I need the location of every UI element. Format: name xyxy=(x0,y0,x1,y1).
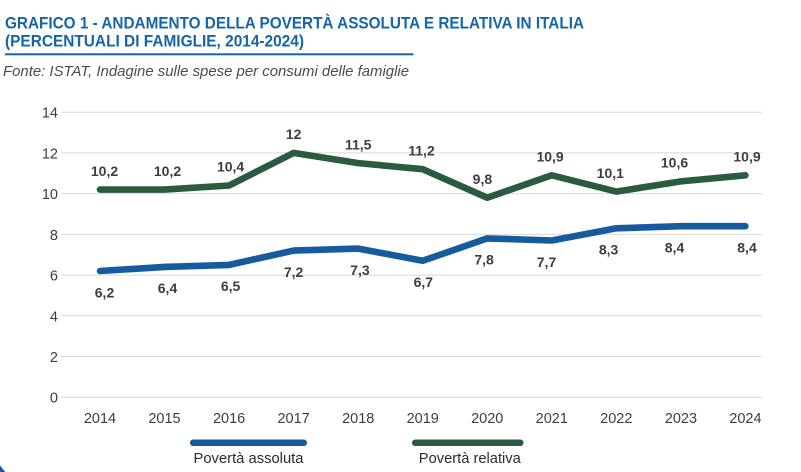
svg-text:9,8: 9,8 xyxy=(473,171,493,187)
svg-text:11,5: 11,5 xyxy=(345,136,372,152)
svg-text:Povertà assoluta: Povertà assoluta xyxy=(194,451,305,467)
svg-text:12: 12 xyxy=(42,146,58,162)
svg-text:14: 14 xyxy=(42,106,58,122)
svg-text:10,4: 10,4 xyxy=(217,159,244,175)
svg-text:6: 6 xyxy=(50,269,58,285)
svg-text:10,2: 10,2 xyxy=(91,163,118,179)
svg-text:2: 2 xyxy=(50,350,58,366)
svg-text:10,9: 10,9 xyxy=(536,149,563,165)
svg-text:2016: 2016 xyxy=(213,411,245,427)
svg-text:2020: 2020 xyxy=(471,411,503,427)
svg-text:8,4: 8,4 xyxy=(665,240,685,256)
svg-text:2017: 2017 xyxy=(277,411,309,427)
svg-text:8,4: 8,4 xyxy=(737,240,757,256)
svg-text:0: 0 xyxy=(50,391,58,407)
svg-text:6,7: 6,7 xyxy=(414,274,434,290)
svg-text:6,5: 6,5 xyxy=(221,278,241,294)
svg-text:7,7: 7,7 xyxy=(537,254,557,270)
svg-text:8: 8 xyxy=(50,228,58,244)
svg-text:10,6: 10,6 xyxy=(661,155,688,171)
svg-text:2021: 2021 xyxy=(536,411,568,427)
svg-text:12: 12 xyxy=(286,126,302,142)
svg-text:7,2: 7,2 xyxy=(284,264,304,280)
svg-text:2018: 2018 xyxy=(342,411,374,427)
svg-text:2024: 2024 xyxy=(729,411,761,427)
svg-text:11,2: 11,2 xyxy=(408,142,435,158)
svg-text:GRAFICO 1 - ANDAMENTO DELLA PO: GRAFICO 1 - ANDAMENTO DELLA POVERTÀ ASSO… xyxy=(5,13,584,32)
svg-text:7,8: 7,8 xyxy=(474,252,494,268)
svg-text:4: 4 xyxy=(50,309,58,325)
svg-text:10,2: 10,2 xyxy=(154,163,181,179)
svg-text:10: 10 xyxy=(42,187,58,203)
svg-text:2015: 2015 xyxy=(148,411,180,427)
svg-text:6,4: 6,4 xyxy=(158,280,178,296)
svg-text:8,3: 8,3 xyxy=(599,242,619,258)
svg-text:2023: 2023 xyxy=(665,411,697,427)
svg-text:Povertà relativa: Povertà relativa xyxy=(419,451,522,467)
svg-text:2019: 2019 xyxy=(407,411,439,427)
svg-text:Fonte: ISTAT, Indagine sulle s: Fonte: ISTAT, Indagine sulle spese per c… xyxy=(3,64,409,80)
svg-text:10,1: 10,1 xyxy=(597,165,624,181)
svg-text:2014: 2014 xyxy=(84,411,116,427)
svg-text:2022: 2022 xyxy=(600,411,632,427)
svg-text:6,2: 6,2 xyxy=(95,284,115,300)
svg-text:10,9: 10,9 xyxy=(733,149,760,165)
svg-text:(PERCENTUALI DI FAMIGLIE, 2014: (PERCENTUALI DI FAMIGLIE, 2014-2024) xyxy=(5,33,304,51)
svg-text:7,3: 7,3 xyxy=(350,262,370,278)
